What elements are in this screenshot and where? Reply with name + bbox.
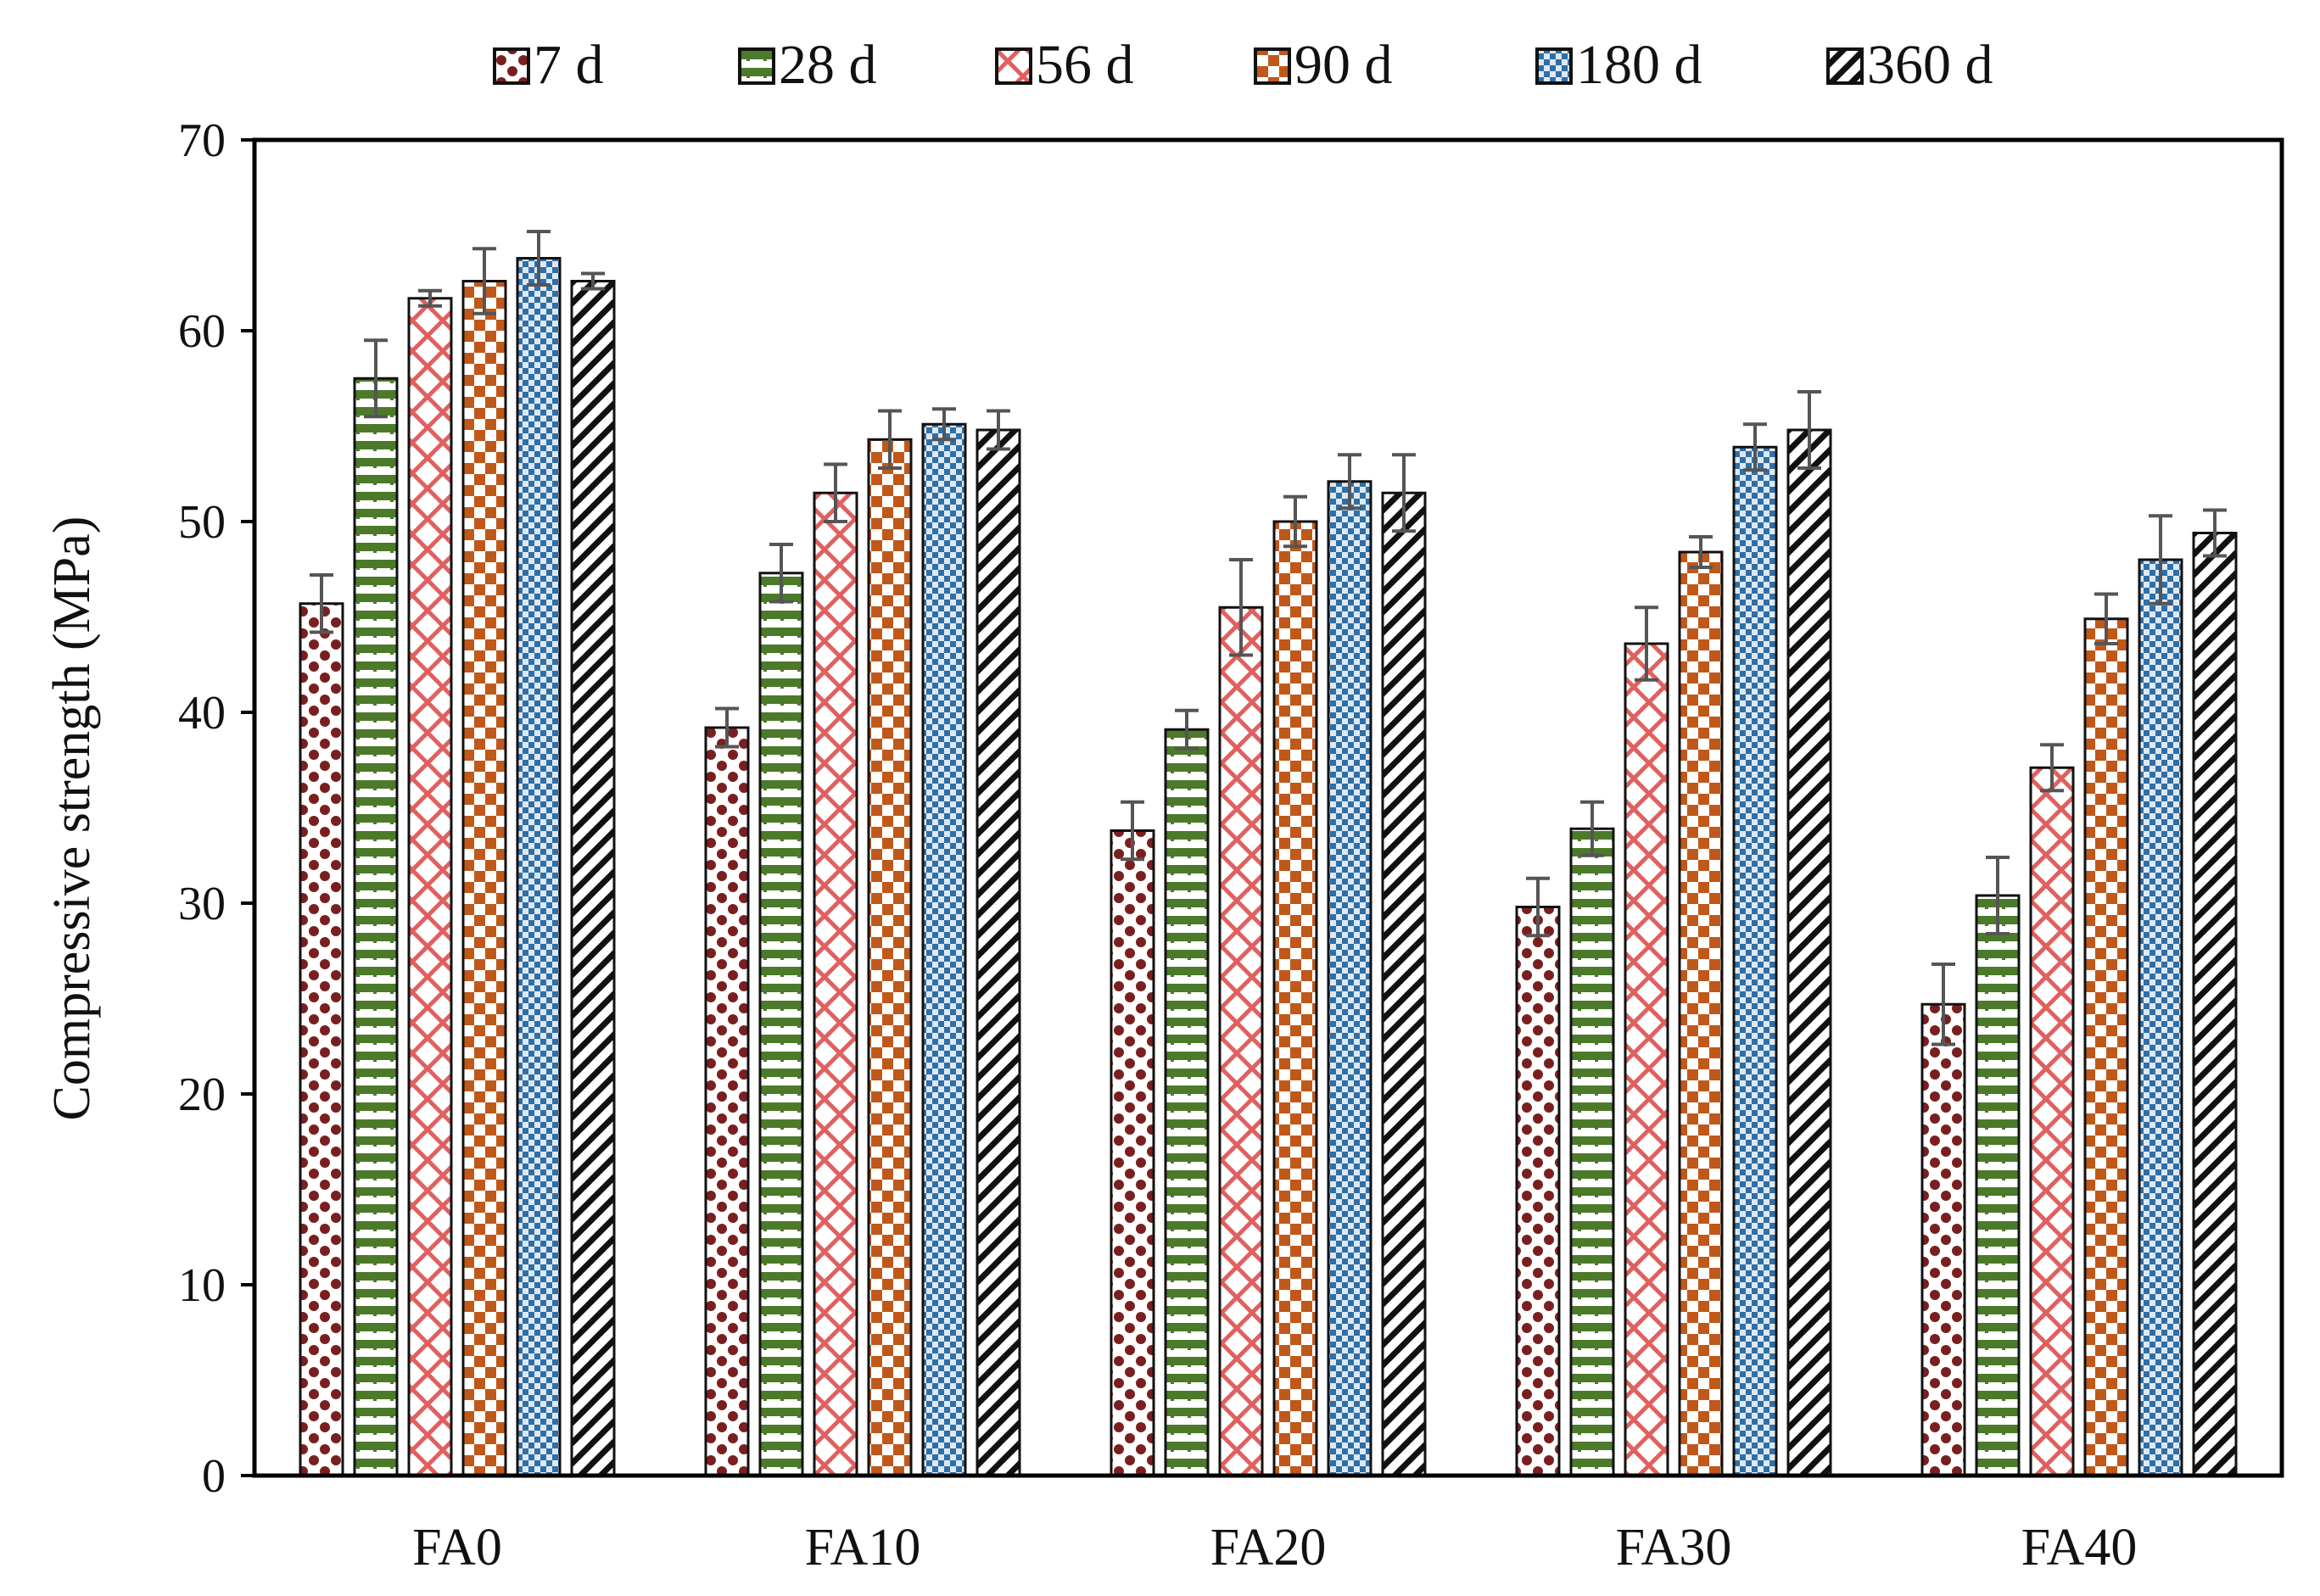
bar-28d-FA10: [758, 572, 804, 1477]
bar-90d-FA20: [1272, 520, 1318, 1477]
bar-28d-FA20: [1164, 728, 1210, 1477]
bar-7d-FA0: [299, 602, 344, 1477]
y-tick-label: 0: [202, 1450, 226, 1503]
legend: 7 d 28 d 56 d 90 d 180 d 360 d: [493, 34, 1993, 96]
bar-7d-FA10: [704, 726, 750, 1477]
x-tick-label: FA30: [1616, 1519, 1732, 1576]
bar-56d-FA40: [2029, 766, 2075, 1477]
bar-180d-FA30: [1732, 445, 1778, 1477]
x-axis: FA0 FA10 FA20 FA30 FA40: [412, 1519, 2137, 1576]
bar-90d-FA40: [2083, 617, 2129, 1477]
bar-28d-FA30: [1569, 827, 1615, 1477]
legend-label: 360 d: [1867, 34, 1993, 96]
y-tick-label: 30: [178, 878, 226, 930]
bar-28d-FA40: [1975, 894, 2021, 1477]
bar-180d-FA40: [2138, 558, 2183, 1477]
bar-56d-FA30: [1624, 642, 1669, 1477]
x-tick-label: FA10: [805, 1519, 921, 1576]
legend-label: 180 d: [1576, 34, 1702, 96]
y-tick-label: 40: [178, 687, 226, 739]
y-axis-title: Compressive strength (MPa): [43, 516, 101, 1121]
x-tick-label: FA40: [2021, 1519, 2138, 1576]
bar-180d-FA20: [1327, 480, 1372, 1477]
legend-swatch-28d: [738, 47, 775, 85]
x-tick-label: FA0: [412, 1519, 502, 1576]
bar-56d-FA10: [813, 491, 858, 1477]
bar-180d-FA10: [921, 422, 967, 1477]
bar-90d-FA30: [1678, 550, 1724, 1477]
legend-swatch-56d: [995, 47, 1032, 85]
bar-series: [299, 230, 2238, 1477]
x-tick-label: FA20: [1210, 1519, 1327, 1576]
plot-frame: [252, 137, 2284, 1478]
y-axis: 0 10 20 30 40 50 60 70: [178, 114, 254, 1503]
bar-56d-FA20: [1218, 605, 1264, 1477]
legend-label: 56 d: [1036, 34, 1134, 96]
y-tick-label: 60: [178, 305, 226, 358]
y-tick-label: 20: [178, 1069, 226, 1121]
bar-56d-FA0: [407, 297, 453, 1477]
legend-label: 7 d: [534, 34, 604, 96]
legend-swatch-90d: [1254, 47, 1291, 85]
bar-28d-FA0: [353, 377, 399, 1477]
bar-360d-FA20: [1381, 491, 1427, 1477]
bar-7d-FA20: [1110, 829, 1155, 1477]
legend-swatch-7d: [493, 47, 530, 85]
legend-swatch-180d: [1535, 47, 1573, 85]
bar-180d-FA0: [516, 257, 562, 1477]
y-tick-label: 70: [178, 114, 226, 167]
bar-360d-FA0: [570, 280, 616, 1477]
bar-360d-FA40: [2192, 532, 2238, 1477]
legend-label: 28 d: [779, 34, 877, 96]
bar-7d-FA30: [1515, 906, 1561, 1477]
legend-label: 90 d: [1294, 34, 1393, 96]
y-tick-label: 10: [178, 1259, 226, 1312]
bar-360d-FA30: [1786, 428, 1832, 1477]
bar-90d-FA0: [461, 280, 507, 1477]
bar-7d-FA40: [1920, 1002, 1966, 1477]
bar-360d-FA10: [976, 428, 1021, 1477]
legend-swatch-360d: [1826, 47, 1864, 85]
y-tick-label: 50: [178, 496, 226, 549]
bar-90d-FA10: [867, 438, 913, 1477]
